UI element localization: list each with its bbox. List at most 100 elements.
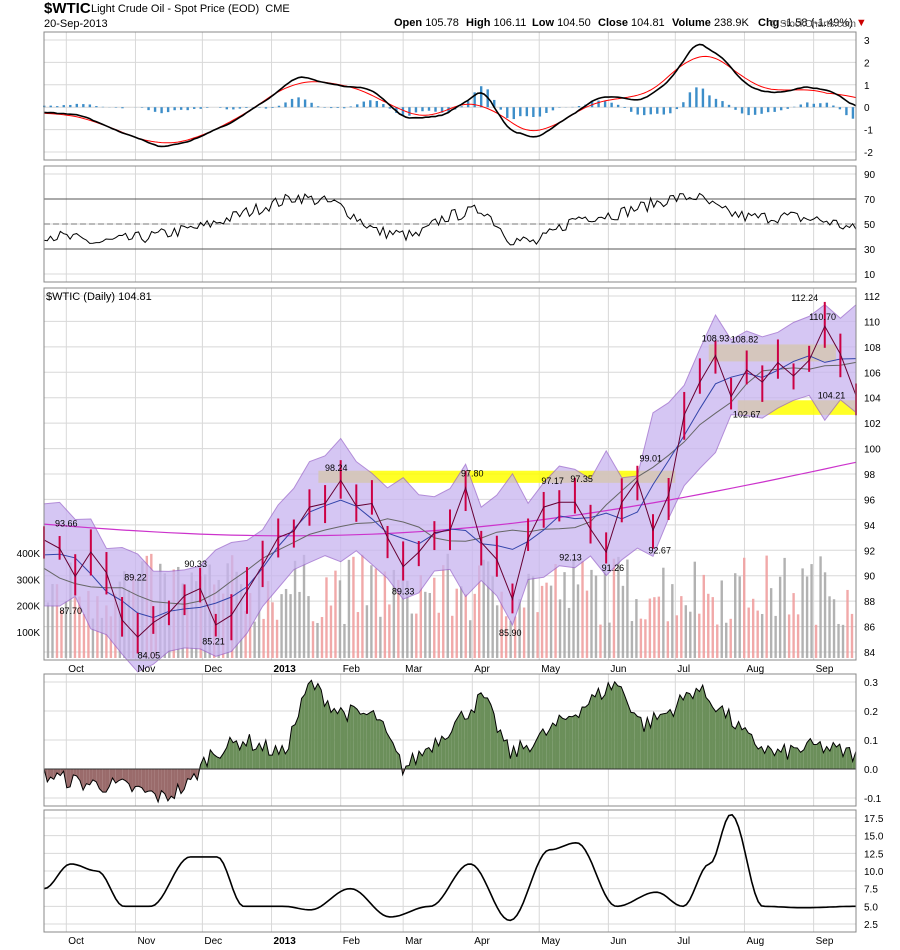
macd-signal-line bbox=[43, 55, 857, 144]
volume-bar bbox=[460, 586, 463, 658]
indicator-area-segment bbox=[216, 756, 221, 769]
indicator-area-segment bbox=[807, 738, 811, 769]
macd-histogram-bar bbox=[766, 107, 770, 113]
low-label: Low bbox=[532, 17, 554, 29]
indicator-area-segment bbox=[132, 769, 136, 792]
indicator-area-segment bbox=[79, 769, 84, 791]
volume-bar bbox=[370, 565, 373, 658]
indicator-area-segment bbox=[291, 724, 296, 769]
price-annotation: 89.33 bbox=[392, 586, 415, 596]
indicator-area-segment bbox=[272, 745, 276, 769]
indicator-area-segment bbox=[529, 746, 534, 769]
volume-bar bbox=[504, 616, 508, 658]
month-label: Nov bbox=[137, 936, 155, 947]
indicator-area-segment bbox=[683, 692, 687, 769]
indicator-area-segment bbox=[758, 746, 762, 769]
indicator-area-segment bbox=[624, 695, 628, 769]
volume-bar bbox=[689, 611, 692, 658]
macd-histogram-bar bbox=[493, 99, 496, 108]
month-label: Dec bbox=[204, 664, 222, 675]
volume-bar bbox=[729, 618, 732, 658]
volume-bar bbox=[760, 613, 764, 658]
macd-histogram-bar bbox=[329, 107, 333, 109]
volume-bar bbox=[796, 614, 800, 658]
volume-bar bbox=[769, 588, 773, 658]
volume-bar bbox=[590, 569, 593, 658]
indicator-area-segment bbox=[637, 716, 641, 769]
indicator-area-segment bbox=[572, 714, 576, 769]
volume-bar bbox=[424, 591, 427, 658]
macd-histogram-bar bbox=[753, 107, 757, 115]
indicator-area-segment bbox=[549, 722, 553, 769]
volume-bar bbox=[284, 588, 288, 658]
volume-bar bbox=[334, 570, 337, 658]
indicator-area-segment bbox=[154, 769, 159, 802]
macd-histogram-bar bbox=[603, 101, 607, 108]
indicator-area-segment bbox=[461, 711, 465, 769]
macd-histogram-bar bbox=[427, 107, 431, 111]
indicator-area-segment bbox=[370, 710, 374, 769]
volume-bar bbox=[549, 585, 553, 658]
price-panel-title: $WTIC (Daily) 104.81 bbox=[46, 291, 152, 303]
y-tick-label: 84 bbox=[864, 648, 876, 659]
macd-histogram-bar bbox=[532, 107, 535, 118]
open-value: 105.78 bbox=[425, 17, 459, 29]
indicator-area-segment bbox=[735, 721, 739, 769]
indicator-area-segment bbox=[657, 714, 661, 769]
month-label: Apr bbox=[474, 936, 490, 947]
indicator-area-segment bbox=[96, 769, 100, 789]
indicator-area-segment bbox=[712, 706, 716, 769]
volume-bar bbox=[814, 624, 818, 658]
price-annotation: 93.66 bbox=[55, 519, 78, 529]
volume-bar bbox=[675, 615, 679, 658]
indicator-area-segment bbox=[552, 722, 556, 769]
indicator-area-segment bbox=[353, 706, 358, 769]
volume-bar bbox=[612, 558, 616, 658]
high-label: High bbox=[466, 17, 491, 29]
indicator-area-segment bbox=[167, 769, 172, 801]
indicator-area-segment bbox=[784, 744, 788, 769]
indicator-area-segment bbox=[223, 747, 227, 769]
volume-bar bbox=[716, 624, 719, 658]
volume-bar bbox=[78, 596, 81, 658]
macd-histogram-bar bbox=[193, 107, 196, 109]
y-tick-label: 7.5 bbox=[864, 885, 878, 896]
macd-histogram-bar bbox=[297, 97, 300, 108]
macd-histogram-bar bbox=[173, 107, 176, 111]
y-tick-label: 1 bbox=[864, 81, 870, 92]
indicator-area-segment bbox=[125, 769, 129, 784]
y-tick-label: 70 bbox=[864, 195, 876, 206]
indicator-area-segment bbox=[262, 740, 266, 769]
y-tick-label: 86 bbox=[864, 623, 876, 634]
indicator-area-segment bbox=[321, 689, 325, 769]
macd-histogram-bar bbox=[401, 107, 405, 116]
volume-bar bbox=[801, 568, 804, 658]
volume-bar bbox=[630, 621, 634, 658]
volume-bar bbox=[91, 618, 95, 658]
indicator-area-segment bbox=[601, 694, 605, 769]
macd-histogram-bar bbox=[832, 105, 835, 108]
indicator-area-segment bbox=[820, 741, 824, 769]
month-label: Sep bbox=[816, 664, 834, 675]
macd-histogram-bar bbox=[819, 103, 822, 108]
macd-histogram-bar bbox=[238, 107, 242, 109]
y-tick-label: 15.0 bbox=[864, 832, 884, 843]
macd-histogram-bar bbox=[760, 107, 763, 114]
month-label: Oct bbox=[68, 664, 84, 675]
indicator-area-segment bbox=[445, 737, 449, 769]
volume-bar bbox=[347, 559, 351, 658]
volume-tick-label: 100K bbox=[17, 628, 41, 639]
rsi-panel bbox=[43, 192, 857, 250]
volume-bar bbox=[841, 624, 845, 658]
volume-bar bbox=[823, 572, 827, 658]
indicator-area-segment bbox=[689, 693, 693, 769]
volume-bar bbox=[401, 558, 405, 658]
volume-bar bbox=[810, 564, 813, 658]
indicator-area-segment bbox=[135, 769, 139, 787]
macd-histogram-bar bbox=[56, 106, 59, 108]
indicator-area-segment bbox=[177, 769, 181, 794]
indicator-area-segment bbox=[588, 694, 592, 769]
macd-histogram-bar bbox=[166, 107, 170, 113]
ticker-symbol[interactable]: $WTIC bbox=[44, 0, 91, 17]
